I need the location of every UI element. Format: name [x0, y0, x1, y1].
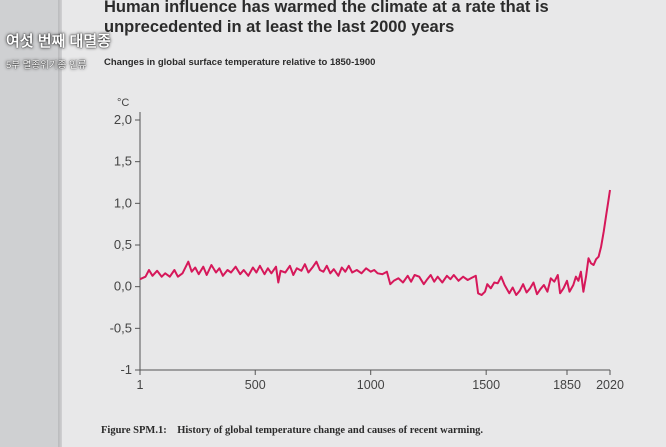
printed-page	[62, 0, 666, 447]
page-headline: Human influence has warmed the climate a…	[104, 0, 549, 36]
x-tick-label: 1	[137, 378, 144, 392]
y-tick-label: 1,5	[114, 154, 132, 169]
x-tick-label: 1850	[553, 378, 581, 392]
x-tick-label: 1500	[472, 378, 500, 392]
temperature-series-line	[139, 189, 611, 296]
x-tick-label: 500	[245, 378, 266, 392]
y-tick-label: -0,5	[110, 320, 132, 335]
y-tick-label: 0,5	[114, 237, 132, 252]
video-caption-overlay: 여섯 번째 대멸종 5부 멸종위기종 인류	[6, 30, 111, 71]
y-tick-label: 0,0	[114, 279, 132, 294]
y-axis-unit-label: °C	[117, 97, 129, 109]
y-tick-label: 2,0	[114, 112, 132, 127]
chart-series	[139, 189, 611, 296]
chart-title: Changes in global surface temperature re…	[104, 57, 376, 68]
overlay-subtitle: 5부 멸종위기종 인류	[6, 60, 87, 71]
figure-caption-text: History of global temperature change and…	[177, 425, 484, 436]
overlay-title: 여섯 번째 대멸종	[6, 33, 111, 50]
y-tick-label: -1	[120, 362, 132, 377]
x-tick-label: 1000	[357, 378, 385, 392]
figure-caption: Figure SPM.1: History of global temperat…	[101, 425, 483, 436]
x-tick-label: 2020	[596, 378, 624, 392]
figure-caption-label: Figure SPM.1:	[101, 425, 167, 436]
chart-axes: °C2,01,51,00,50,0-0,5-11 500 1000 1500 1850 2…	[110, 97, 624, 392]
y-tick-label: 1,0	[114, 195, 132, 210]
page-edge-shadow	[58, 0, 64, 447]
